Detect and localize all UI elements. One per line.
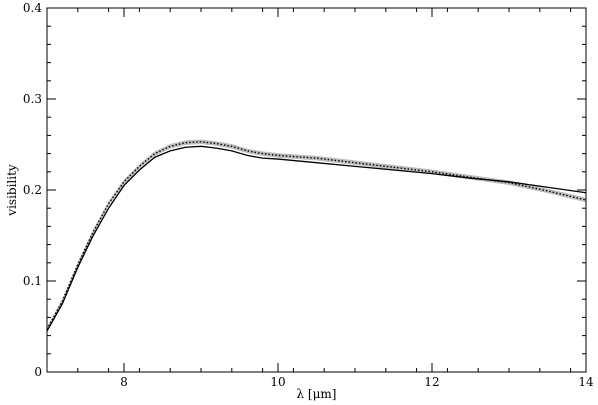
x-tick-label: 8	[120, 375, 128, 389]
plot-area	[46, 7, 587, 373]
series-1-line	[46, 145, 587, 332]
y-tick-label: 0.1	[23, 274, 42, 288]
uncertainty-bands	[47, 139, 586, 332]
y-tick-label: 0	[34, 365, 42, 379]
series-2-band	[47, 139, 586, 332]
series-lines	[46, 141, 587, 332]
series-2-line	[46, 141, 587, 330]
x-axis-title: λ [μm]	[297, 387, 337, 401]
y-tick-label: 0.2	[23, 183, 42, 197]
axis-tick-labels: 8 10 12 14 0 0.1 0.2 0.3 0.4	[23, 1, 594, 389]
x-tick-label: 10	[270, 375, 285, 389]
y-tick-label: 0.3	[23, 92, 42, 106]
y-tick-label: 0.4	[23, 1, 42, 15]
y-axis-title: visibility	[5, 164, 19, 217]
plot-frame	[46, 7, 587, 373]
x-tick-label: 12	[424, 375, 439, 389]
axis-ticks	[46, 7, 587, 373]
x-tick-label: 14	[578, 375, 594, 389]
